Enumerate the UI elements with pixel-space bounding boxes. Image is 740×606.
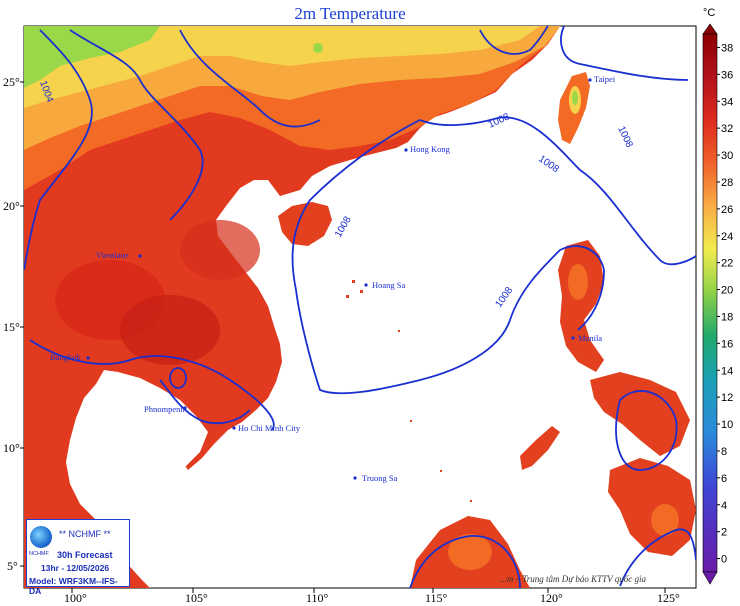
colorbar-tick-label: 22 [721, 258, 733, 270]
map-title: 2m Temperature [294, 4, 406, 23]
label-hoang-sa: Hoang Sa [372, 280, 406, 290]
map-canvas: 1004 1008 1008 1008 1008 1008 Taipei Hon… [24, 26, 696, 588]
x-tick-label: 100° [64, 591, 87, 605]
city-label-hcmc: Ho Chi Minh City [238, 423, 301, 433]
colorbar-tick-label: 32 [721, 123, 733, 135]
city-label-phnompenh: Phnompenh [144, 404, 185, 414]
gulf-of-thailand [96, 372, 208, 470]
colorbar-tick-label: 20 [721, 285, 733, 297]
colorbar-tick-label: 0 [721, 554, 727, 566]
colorbar-tick-label: 28 [721, 177, 733, 189]
colorbar-tick-label: 2 [721, 527, 727, 539]
colorbar-tick-label: 8 [721, 446, 727, 458]
y-tick-label: 15° [3, 320, 20, 334]
x-tick-label: 125° [657, 591, 680, 605]
visayas-islands [590, 372, 690, 456]
colorbar-tick-label: 34 [721, 96, 733, 108]
isobar-lines [24, 26, 696, 588]
forecast-info-box: NCHMF ** NCHMF ** 30h Forecast 13hr - 12… [26, 519, 130, 596]
forecast-time: 13hr - 12/05/2026 [41, 563, 110, 573]
city-label-hongkong: Hong Kong [410, 144, 451, 154]
colorbar-tick-label: 4 [721, 500, 727, 512]
x-tick-label: 105° [185, 591, 208, 605]
cool-zone [24, 26, 540, 108]
y-tick-label: 25° [3, 75, 20, 89]
palawan-island [520, 426, 560, 470]
city-label-taipei: Taipei [594, 74, 616, 84]
footer-credit: ...m – Trung tâm Dự báo KTTV quốc gia [500, 574, 647, 584]
colorbar-tick-label: 24 [721, 231, 733, 243]
city-label-vientiane: Vientiane [96, 250, 129, 260]
colorbar-tick-label: 10 [721, 419, 733, 431]
colorbar-tick-label: 12 [721, 392, 733, 404]
colorbar-tick-label: 16 [721, 338, 733, 350]
colorbar-tick-label: 26 [721, 204, 733, 216]
org-label: ** NCHMF ** [59, 529, 111, 539]
colorbar-tick-label: 14 [721, 365, 733, 377]
y-tick-label: 20° [3, 199, 20, 213]
colorbar-unit: °C [703, 7, 715, 19]
logo-text: NCHMF [29, 551, 49, 557]
model-label: Model: WRF3KM--IFS-DA [29, 576, 118, 596]
city-label-manila: Manila [578, 333, 602, 343]
x-tick-label: 120° [540, 591, 563, 605]
forecast-label: 30h Forecast [57, 550, 113, 560]
colorbar-tick-label: 36 [721, 69, 733, 81]
nchmf-logo-icon [30, 526, 52, 548]
x-tick-label: 110° [306, 591, 329, 605]
hainan-island [278, 202, 332, 246]
x-tick-label: 115° [425, 591, 448, 605]
y-tick-label: 5° [7, 559, 18, 573]
label-truong-sa: Truong Sa [362, 473, 398, 483]
colorbar-tick-label: 30 [721, 150, 733, 162]
map-axes: 100° 105° 110° 115° 120° 125° 25° 20° 15… [3, 75, 680, 605]
colorbar-tick-label: 18 [721, 311, 733, 323]
small-islands [346, 280, 472, 502]
city-label-bangkok: Bangkok [50, 352, 81, 362]
y-tick-label: 10° [3, 441, 20, 455]
mainland-land [24, 26, 560, 588]
colorbar-tick-label: 38 [721, 42, 733, 54]
cold-zone [24, 26, 160, 88]
colorbar-tick-label: 6 [721, 473, 727, 485]
